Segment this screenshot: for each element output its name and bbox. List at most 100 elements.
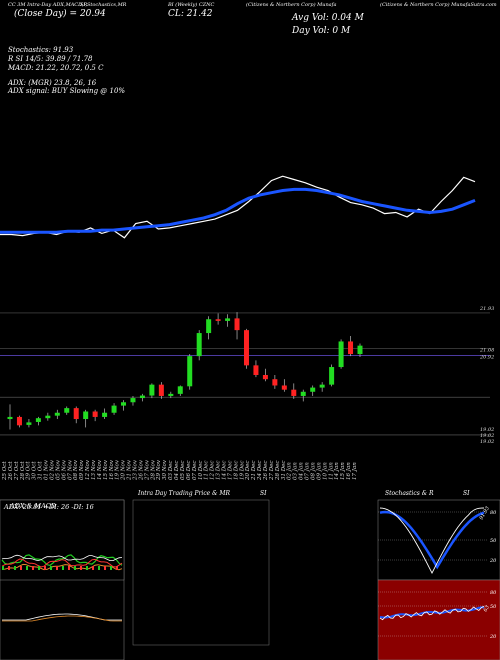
x-tick-label: 30 Nov xyxy=(162,459,168,480)
price-label: 20.92 xyxy=(479,354,494,360)
rsi-value: 63 xyxy=(483,604,491,613)
stoch-level-label: 20 xyxy=(489,558,497,564)
adx-bar xyxy=(86,566,88,570)
candle-body xyxy=(177,386,183,394)
stoch-d-line xyxy=(379,510,485,570)
adx-panel-title: ADX & MACD xyxy=(10,502,56,510)
candle-body xyxy=(348,341,354,355)
x-tick-label: 11 Jan xyxy=(328,462,334,480)
x-tick-label: 21 Nov xyxy=(127,459,133,481)
candle-body xyxy=(243,330,249,366)
stoch-panel-si: SI xyxy=(463,490,470,497)
x-tick-label: 31 Dec xyxy=(281,461,287,481)
candle-body xyxy=(206,319,212,334)
candle-body xyxy=(215,319,221,321)
candle-body xyxy=(45,415,51,419)
x-tick-label: 14 Jan xyxy=(334,462,340,480)
x-tick-label: 27 Nov xyxy=(144,459,150,481)
rsi-white-line xyxy=(379,605,485,621)
intra-panel xyxy=(132,499,270,646)
candle-body xyxy=(16,416,22,426)
candle-body xyxy=(149,384,155,396)
adx-panel xyxy=(0,499,125,660)
x-tick-label: 19 Dec xyxy=(239,461,245,481)
x-tick-label: 28 Nov xyxy=(150,459,156,481)
candle-body xyxy=(121,402,127,406)
x-tick-label: 20 Dec xyxy=(245,461,251,482)
candlestick-chart xyxy=(7,312,363,430)
stoch-level-label: 80 xyxy=(490,510,497,516)
candle-body xyxy=(234,318,240,331)
candle-body xyxy=(196,333,202,357)
candle-body xyxy=(310,387,316,392)
x-tick-label: 17 Dec xyxy=(227,461,233,481)
x-tick-label: 03 Jan xyxy=(293,462,299,480)
x-tick-label: 03 Dec xyxy=(168,461,174,481)
x-tick-label: 26 Dec xyxy=(263,461,269,482)
x-axis-labels: 25 Oct 26 Oct 27 Oct 28 Oct 29 Oct 30 Oct 31 O… xyxy=(2,459,358,481)
series-line-white xyxy=(0,175,476,239)
price-grid xyxy=(0,312,490,436)
adx-bar xyxy=(56,566,58,570)
x-tick-label: 14 Dec xyxy=(221,461,227,481)
candle-body xyxy=(111,405,117,413)
candle-body xyxy=(300,391,306,396)
candle-body xyxy=(35,418,41,422)
close-left: (Close Day) = 20.94 xyxy=(14,9,106,19)
candle-body xyxy=(225,318,231,321)
x-tick-label: 05 Nov xyxy=(55,459,61,480)
adx-bar xyxy=(80,566,82,570)
x-tick-label: 15 Nov xyxy=(103,459,109,480)
candle-body xyxy=(130,398,136,403)
stoch-level-label: 50 xyxy=(490,538,497,544)
adx-bar xyxy=(98,566,100,570)
avg-vol: Avg Vol: 0.04 M xyxy=(292,13,364,23)
x-tick-label: 09 Jan xyxy=(316,462,322,480)
candle-body xyxy=(54,412,60,416)
x-tick-label: 06 Dec xyxy=(186,461,192,481)
x-tick-label: 30 Oct xyxy=(32,461,38,480)
header-title: (Citizens & Northern Corp) Munafa xyxy=(246,2,337,8)
price-label: 21.93 xyxy=(479,306,494,312)
adx-bar xyxy=(50,566,52,570)
day-vol: Day Vol: 0 M xyxy=(292,26,351,36)
price-label: 21.08 xyxy=(479,348,494,354)
x-tick-label: 01 Nov xyxy=(44,459,50,480)
candle-body xyxy=(187,356,193,387)
adx-bar xyxy=(20,566,22,570)
adx-readout: ADX: (MGR) 23.8, 26, 16 xyxy=(8,79,97,87)
x-tick-label: 25 Oct xyxy=(2,461,8,481)
price-label: 19.02 xyxy=(480,439,494,445)
adx-panel-values: ADX: 23.81 +DI: 26 -DI: 16 xyxy=(4,503,94,511)
x-tick-label: 04 Jan xyxy=(299,462,305,480)
x-tick-label: 08 Nov xyxy=(73,459,79,480)
x-tick-label: 19 Nov xyxy=(115,459,121,480)
candle-body xyxy=(26,422,32,425)
candle-body xyxy=(253,365,259,375)
x-tick-label: 26 Nov xyxy=(138,459,144,481)
x-tick-label: 07 Dec xyxy=(192,461,198,481)
x-tick-label: 09 Nov xyxy=(79,459,85,480)
adx-bar xyxy=(14,566,16,570)
x-tick-label: 27 Oct xyxy=(14,461,20,481)
adx-bar xyxy=(26,566,28,570)
candle-body xyxy=(7,416,13,420)
adx-bar xyxy=(92,566,94,570)
candle-body xyxy=(281,385,287,390)
adx-line xyxy=(1,554,123,567)
adx-line xyxy=(1,563,123,571)
candle-body xyxy=(139,395,145,399)
x-tick-label: 15 Jan xyxy=(340,462,346,480)
x-tick-label: 31 Oct xyxy=(38,461,44,480)
candle-body xyxy=(338,341,344,368)
candle-body xyxy=(73,408,79,420)
header-title: SI,Stochastics,MR xyxy=(80,2,127,8)
intra-panel-si: SI xyxy=(260,490,267,497)
candle-body xyxy=(291,389,297,396)
adx-bar xyxy=(32,566,34,570)
rsi-level-label: 80 xyxy=(490,590,497,596)
price-label: 19.02 xyxy=(480,433,494,439)
x-tick-label: 17 Jan xyxy=(352,462,358,480)
